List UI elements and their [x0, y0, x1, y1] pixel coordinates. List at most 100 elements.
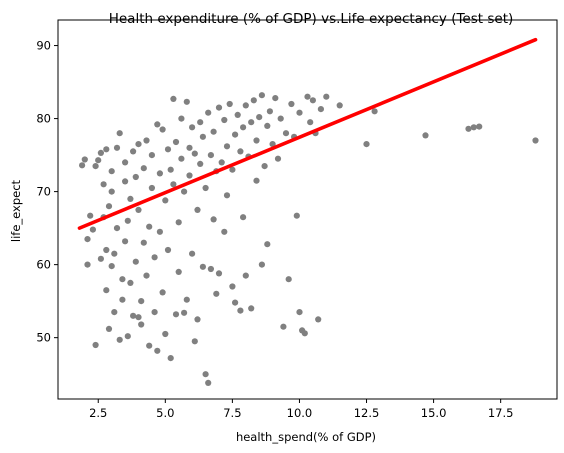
scatter-point: [288, 100, 295, 108]
scatter-point: [242, 102, 249, 109]
scatter-point: [172, 138, 180, 146]
scatter-point: [258, 92, 265, 99]
scatter-point: [156, 228, 163, 235]
scatter-point: [111, 250, 118, 257]
scatter-point: [108, 168, 115, 175]
x-axis: 2.5 5.0 7.5 10.0 12.5 15.0 17.5: [89, 399, 513, 420]
scatter-point: [191, 150, 198, 157]
scatter-point: [221, 228, 228, 235]
scatter-point: [164, 146, 172, 153]
scatter-point: [172, 311, 180, 318]
scatter-point: [170, 181, 177, 188]
scatter-point: [189, 250, 196, 257]
scatter-point: [256, 114, 263, 121]
scatter-point: [124, 333, 131, 340]
scatter-point: [207, 265, 214, 273]
scatter-point: [138, 321, 145, 328]
scatter-point: [111, 309, 118, 316]
scatter-point: [81, 156, 88, 163]
scatter-point: [213, 290, 220, 297]
scatter-point: [240, 214, 247, 221]
scatter-point: [175, 268, 182, 275]
scatter-point: [280, 323, 287, 330]
scatter-point: [293, 212, 300, 219]
scatter-point: [135, 314, 142, 321]
scatter-point: [122, 238, 129, 245]
x-tick-label: 2.5: [89, 406, 107, 420]
scatter-point: [194, 316, 201, 323]
scatter-point: [132, 258, 139, 265]
scatter-point: [156, 170, 163, 177]
scatter-point: [264, 241, 271, 248]
scatter-point: [277, 115, 284, 122]
scatter-point: [151, 254, 158, 261]
scatter-point: [210, 216, 217, 223]
scatter-point: [146, 342, 153, 349]
scatter-point: [97, 149, 104, 156]
scatter-point: [167, 355, 174, 362]
scatter-point: [210, 128, 217, 135]
scatter-point: [186, 144, 193, 151]
scatter-point: [79, 162, 86, 169]
scatter-point: [186, 172, 193, 179]
scatter-point: [87, 212, 94, 219]
scatter-point: [266, 108, 273, 115]
scatter-point: [92, 341, 99, 349]
scatter-point: [127, 279, 134, 286]
scatter-point: [242, 272, 249, 279]
scatter-point: [127, 195, 134, 202]
x-tick-label: 17.5: [488, 406, 514, 420]
scatter-point: [108, 263, 115, 270]
scatter-point: [183, 296, 190, 303]
scatter-point: [476, 123, 483, 130]
scatter-point: [532, 137, 539, 144]
scatter-point: [304, 93, 311, 100]
scatter-point: [207, 152, 214, 159]
scatter-point: [197, 119, 204, 126]
scatter-point: [282, 130, 290, 137]
scatter-point: [215, 270, 223, 277]
scatter-point: [113, 144, 121, 151]
scatter-point: [89, 226, 96, 233]
scatter-point: [135, 206, 142, 213]
scatter-point: [253, 137, 260, 144]
scatter-point: [226, 100, 233, 108]
scatter-point: [285, 276, 292, 283]
scatter-point: [248, 305, 255, 312]
scatter-point: [197, 160, 204, 167]
scatter-point: [232, 299, 239, 306]
scatter-point: [422, 132, 429, 139]
x-tick-label: 15.0: [421, 406, 447, 420]
scatter-point: [250, 97, 257, 104]
scatter-point: [191, 338, 198, 345]
scatter-point: [119, 296, 126, 303]
scatter-point: [363, 141, 370, 148]
scatter-point: [122, 178, 129, 185]
y-axis-label: life_expect: [9, 179, 23, 242]
scatter-point: [159, 126, 166, 133]
scatter-point: [274, 155, 282, 162]
scatter-point: [258, 261, 265, 268]
scatter-point: [264, 122, 271, 129]
scatter-point: [146, 223, 153, 230]
scatter-point: [148, 152, 155, 159]
scatter-point: [199, 263, 206, 270]
scatter-point: [181, 309, 188, 316]
regression-line: [77, 37, 538, 230]
scatter-point: [130, 312, 137, 319]
scatter-point: [92, 163, 99, 170]
scatter-point: [135, 141, 142, 148]
scatter-point: [151, 309, 158, 316]
scatter-point: [223, 192, 231, 199]
scatter-point: [95, 157, 102, 164]
scatter-point: [202, 371, 209, 378]
y-tick-label: 90: [36, 39, 51, 53]
scatter-point: [116, 336, 123, 343]
y-tick-label: 60: [36, 258, 51, 272]
scatter-point: [124, 217, 131, 224]
scatter-point: [272, 95, 279, 102]
scatter-point: [183, 98, 190, 105]
scatter-point: [143, 272, 150, 279]
scatter-point: [237, 148, 244, 155]
y-axis: 50 60 70 80 90: [36, 39, 58, 345]
